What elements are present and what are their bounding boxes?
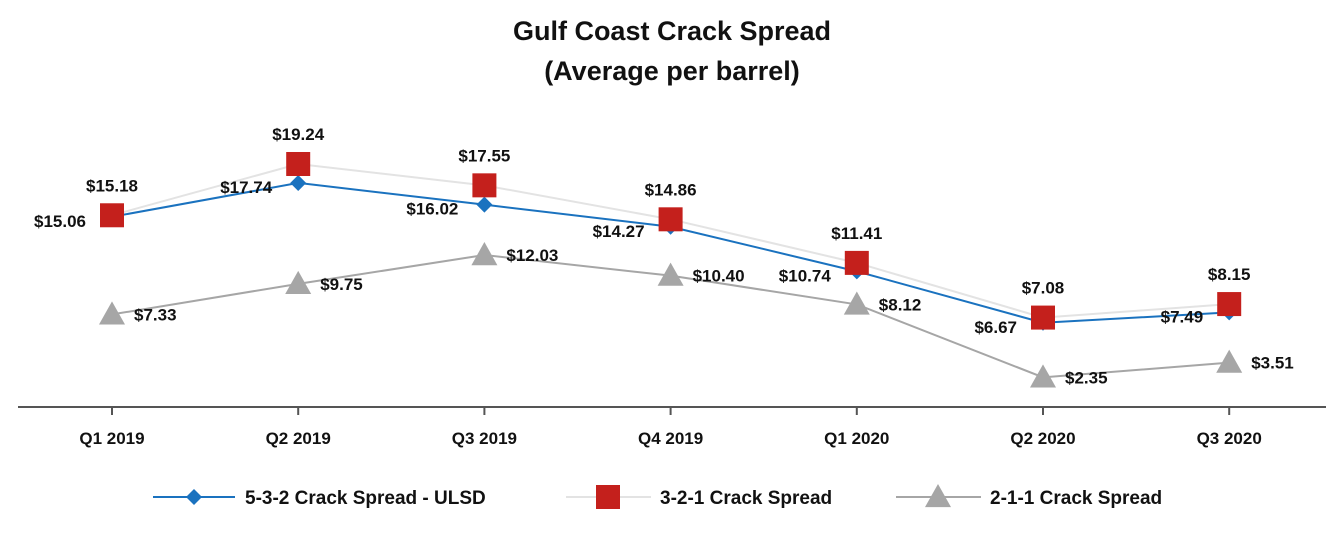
x-tick-label: Q1 2020 (824, 429, 889, 448)
data-point-triangle (285, 270, 312, 294)
data-label-5-3-2: $15.06 (34, 212, 86, 231)
data-point-square (1217, 292, 1242, 317)
x-tick-label: Q2 2020 (1010, 429, 1075, 448)
data-label-5-3-2: $7.49 (1161, 307, 1204, 326)
data-point-diamond (186, 489, 202, 505)
chart-subtitle: (Average per barrel) (544, 56, 800, 86)
data-label-5-3-2: $14.27 (593, 222, 645, 241)
data-point-triangle (843, 291, 870, 315)
data-point-square (658, 207, 683, 232)
data-point-square (472, 173, 497, 198)
x-tick-label: Q2 2019 (266, 429, 331, 448)
data-point-square (1031, 305, 1055, 330)
data-label-2-1-1: $7.33 (134, 305, 177, 324)
data-label-3-2-1: $7.08 (1022, 279, 1065, 298)
x-tick-label: Q4 2019 (638, 429, 703, 448)
legend-label: 3-2-1 Crack Spread (660, 488, 832, 509)
data-label-5-3-2: $6.67 (974, 318, 1017, 337)
data-point-triangle (1030, 364, 1056, 388)
data-label-3-2-1: $11.41 (831, 224, 882, 243)
data-point-triangle (1216, 349, 1243, 373)
series-line-5-3-2 (111, 181, 1230, 324)
data-label-5-3-2: $17.74 (220, 178, 273, 197)
data-point-square (596, 485, 620, 509)
data-label-3-2-1: $17.55 (458, 146, 510, 165)
chart-title: Gulf Coast Crack Spread (512, 16, 832, 46)
x-tick-label: Q1 2019 (79, 429, 144, 448)
data-point-triangle (657, 262, 684, 286)
data-point-triangle (925, 484, 951, 508)
data-label-3-2-1: $19.24 (272, 125, 325, 144)
data-label-5-3-2: $10.74 (779, 266, 832, 285)
data-label-3-2-1: $14.86 (645, 180, 697, 199)
data-label-3-2-1: $8.15 (1208, 265, 1251, 284)
data-point-diamond (290, 174, 307, 191)
data-point-diamond (476, 196, 493, 213)
x-tick-label: Q3 2019 (452, 429, 517, 448)
legend-label: 5-3-2 Crack Spread - ULSD (245, 488, 486, 509)
data-label-2-1-1: $2.35 (1065, 368, 1108, 387)
data-point-triangle (99, 301, 125, 325)
data-label-2-1-1: $8.12 (879, 295, 922, 314)
data-label-2-1-1: $12.03 (506, 246, 558, 265)
data-label-2-1-1: $9.75 (320, 275, 363, 294)
data-point-square (286, 151, 311, 176)
data-point-square (844, 250, 869, 275)
data-label-5-3-2: $16.02 (406, 200, 458, 219)
data-label-2-1-1: $10.40 (693, 267, 745, 286)
data-point-square (100, 203, 124, 228)
data-point-triangle (471, 242, 498, 266)
legend-label: 2-1-1 Crack Spread (990, 488, 1162, 509)
data-label-3-2-1: $15.18 (86, 176, 138, 195)
x-tick-label: Q3 2020 (1197, 429, 1262, 448)
data-label-2-1-1: $3.51 (1251, 354, 1294, 373)
